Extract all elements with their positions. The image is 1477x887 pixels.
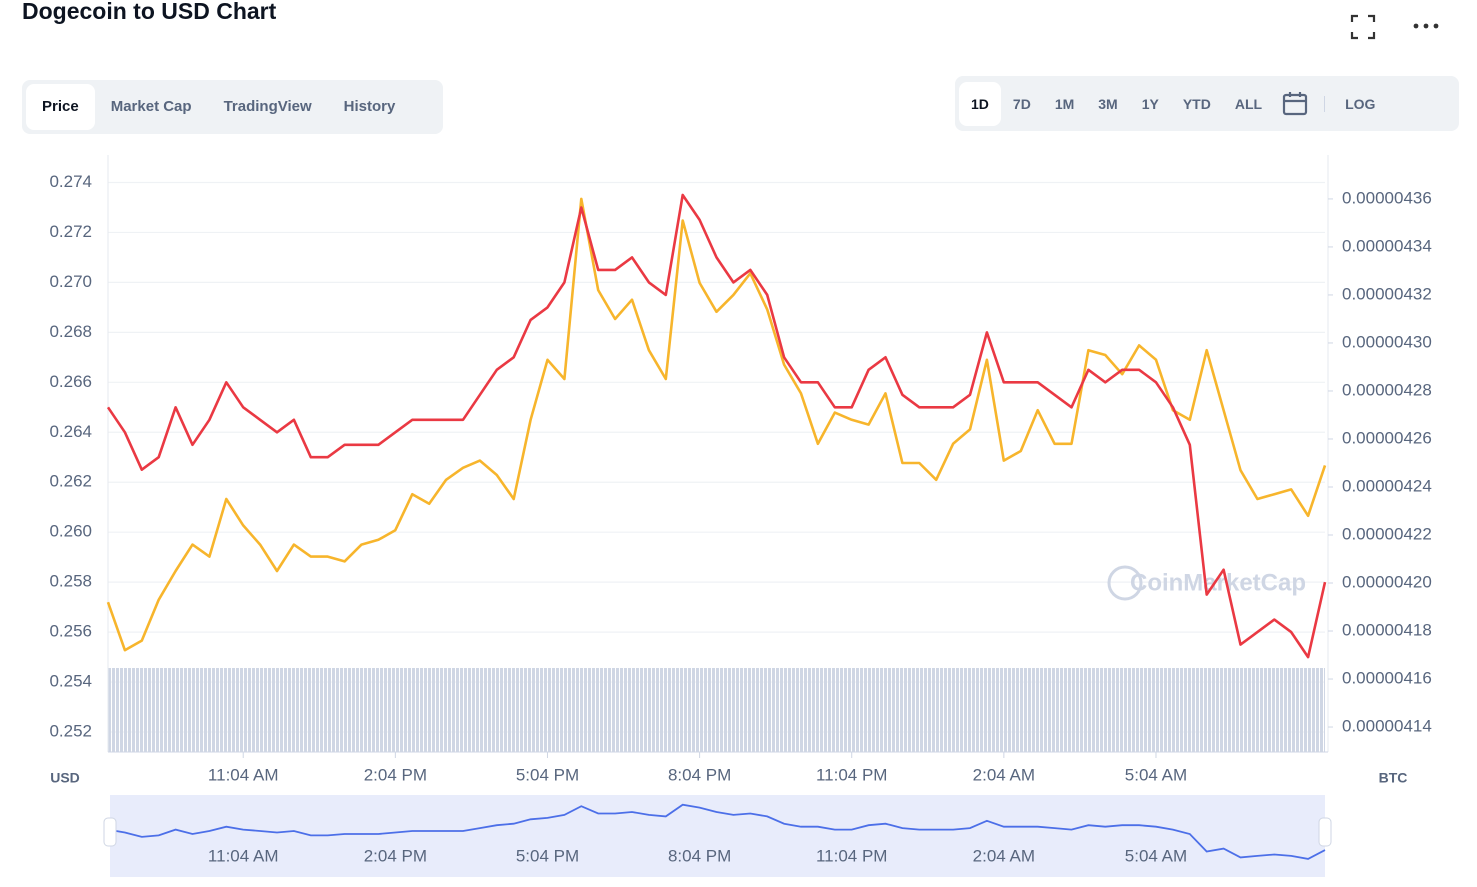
y-tick-label: 0.266 xyxy=(49,372,92,391)
range-button[interactable]: 3M xyxy=(1098,95,1118,112)
y2-tick-label: 0.00000428 xyxy=(1342,380,1432,399)
tab[interactable]: TradingView xyxy=(223,98,312,115)
more-icon xyxy=(1413,23,1439,29)
calendar-button[interactable] xyxy=(1274,91,1316,117)
navigator-tick-label: 11:04 AM xyxy=(208,846,279,865)
range-button[interactable]: 1D xyxy=(959,81,1001,126)
y-tick-label: 0.274 xyxy=(49,172,92,191)
y-tick-label: 0.258 xyxy=(49,572,92,591)
y-axis-label: USD xyxy=(50,770,80,786)
y-tick-label: 0.260 xyxy=(49,522,92,541)
navigator-background xyxy=(110,795,1325,877)
y2-tick-label: 0.00000414 xyxy=(1342,717,1432,736)
tab-bar: Price Market Cap TradingView History xyxy=(22,80,443,134)
x-tick-label: 2:04 PM xyxy=(364,765,427,784)
y2-tick-label: 0.00000418 xyxy=(1342,621,1432,640)
y-tick-label: 0.270 xyxy=(49,272,92,291)
y-tick-label: 0.264 xyxy=(49,422,92,441)
y-tick-label: 0.272 xyxy=(49,222,92,241)
navigator-handle[interactable] xyxy=(1318,817,1332,847)
x-tick-label: 5:04 PM xyxy=(516,765,579,784)
tab[interactable]: Price xyxy=(26,84,95,130)
y-tick-label: 0.268 xyxy=(49,322,92,341)
y-tick-label: 0.262 xyxy=(49,472,92,491)
navigator-handle[interactable] xyxy=(103,817,117,847)
watermark: CoinMarketCap xyxy=(1130,569,1306,596)
separator xyxy=(1324,95,1326,112)
y-tick-label: 0.254 xyxy=(49,672,92,691)
y-tick-label: 0.256 xyxy=(49,622,92,641)
fullscreen-button[interactable] xyxy=(1350,14,1376,46)
navigator-tick-label: 5:04 PM xyxy=(516,846,579,865)
navigator-tick-label: 5:04 AM xyxy=(1125,846,1187,865)
navigator-tick-label: 8:04 PM xyxy=(668,846,731,865)
range-button[interactable]: YTD xyxy=(1182,95,1211,112)
navigator-tick-label: 2:04 AM xyxy=(973,846,1035,865)
range-bar: 1D 7D 1M 3M 1Y YTD ALL LOG xyxy=(955,76,1459,131)
x-tick-label: 11:04 AM xyxy=(208,765,279,784)
range-button[interactable]: 7D xyxy=(1012,95,1031,112)
tab[interactable]: Market Cap xyxy=(110,98,192,115)
range-button[interactable]: 1Y xyxy=(1141,95,1159,112)
y2-tick-label: 0.00000422 xyxy=(1342,524,1432,543)
y2-tick-label: 0.00000424 xyxy=(1342,476,1432,495)
y2-tick-label: 0.00000416 xyxy=(1342,669,1432,688)
x-tick-label: 8:04 PM xyxy=(668,765,731,784)
y2-tick-label: 0.00000434 xyxy=(1342,236,1432,255)
watermark-logo xyxy=(1107,565,1143,601)
calendar-icon xyxy=(1282,91,1308,115)
tab[interactable]: History xyxy=(343,98,396,115)
navigator-tick-label: 11:04 PM xyxy=(816,846,888,865)
more-button[interactable] xyxy=(1412,10,1442,46)
x-tick-label: 11:04 PM xyxy=(816,765,888,784)
price-line xyxy=(106,197,1327,652)
navigator-line xyxy=(107,803,1326,860)
x-tick-label: 5:04 AM xyxy=(1125,765,1187,784)
fullscreen-icon xyxy=(1350,14,1376,40)
y2-tick-label: 0.00000432 xyxy=(1342,284,1432,303)
y2-tick-label: 0.00000436 xyxy=(1342,188,1432,207)
navigator-tick-label: 2:04 PM xyxy=(364,846,427,865)
x-tick-label: 2:04 AM xyxy=(973,765,1035,784)
volume-band xyxy=(108,668,1325,752)
y-tick-label: 0.252 xyxy=(49,722,92,741)
y2-axis-label: BTC xyxy=(1379,770,1408,786)
chart-title: Dogecoin to USD Chart xyxy=(22,0,277,24)
y2-tick-label: 0.00000420 xyxy=(1342,572,1432,591)
y2-tick-label: 0.00000430 xyxy=(1342,332,1432,351)
y2-tick-label: 0.00000426 xyxy=(1342,428,1432,447)
price-line xyxy=(106,193,1327,659)
range-button[interactable]: 1M xyxy=(1054,95,1075,112)
log-button[interactable]: LOG xyxy=(1345,95,1376,112)
range-button[interactable]: ALL xyxy=(1234,95,1263,112)
